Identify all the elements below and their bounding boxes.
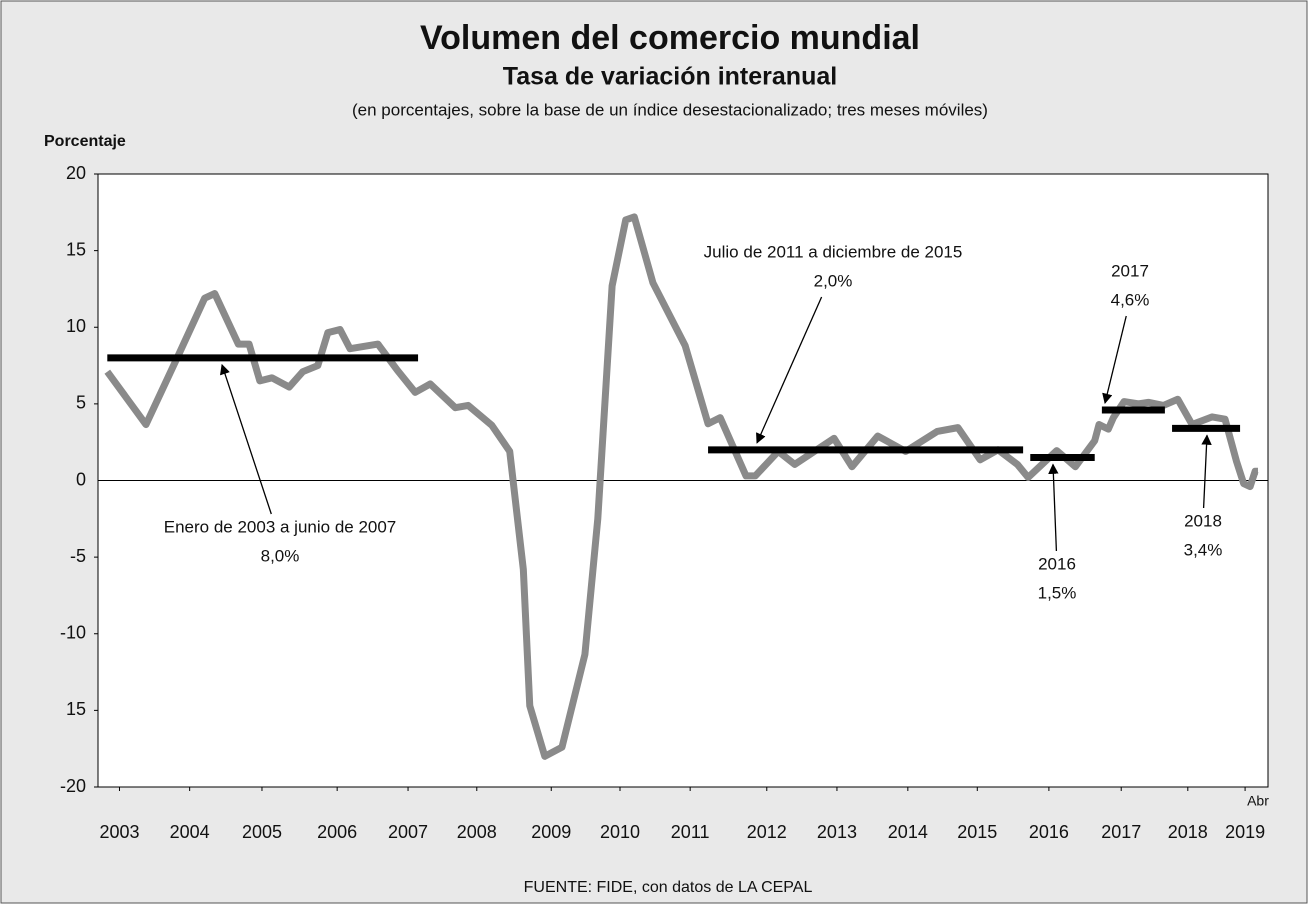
- x-tick-label: 2006: [317, 822, 357, 842]
- annotation-arrow: [1102, 315, 1127, 405]
- y-tick-label: 0: [76, 469, 86, 489]
- y-tick-label: 20: [66, 163, 86, 183]
- source: FUENTE: FIDE, con datos de LA CEPAL: [524, 879, 813, 896]
- x-tick-label: 2012: [747, 822, 787, 842]
- annotation-label: 2017: [1111, 261, 1149, 280]
- y-axis-label: Porcentaje: [44, 133, 126, 150]
- x-tick-label: 2014: [888, 822, 928, 842]
- y-tick-label: 10: [66, 316, 86, 336]
- annotation-value: 4,6%: [1111, 290, 1150, 309]
- x-tick-label: 2010: [600, 822, 640, 842]
- x-tick-label: 2019: [1225, 822, 1265, 842]
- y-tick-label: 15: [66, 239, 86, 259]
- annotation-label: Enero de 2003 a junio de 2007: [164, 517, 397, 536]
- annotation-arrow: [1201, 434, 1212, 509]
- annotation-label: 2016: [1038, 554, 1076, 573]
- x-tick-label: 2017: [1101, 822, 1141, 842]
- x-tick-label: 2005: [242, 822, 282, 842]
- annotation-arrow: [220, 363, 272, 515]
- x-tick-label: 2009: [531, 822, 571, 842]
- y-tick-label: -10: [60, 623, 86, 643]
- x-tick-label: 2007: [388, 822, 428, 842]
- y-tick-label: 5: [76, 393, 86, 413]
- x-annotation: Abr: [1247, 793, 1269, 809]
- annotation-value: 1,5%: [1038, 583, 1077, 602]
- x-tick-label: 2008: [457, 822, 497, 842]
- annotation-label: 2018: [1184, 511, 1222, 530]
- x-tick-label: 2013: [817, 822, 857, 842]
- y-tick-label: -5: [70, 546, 86, 566]
- x-tick-label: 2015: [957, 822, 997, 842]
- annotation-value: 8,0%: [261, 546, 300, 565]
- annotation-label: Julio de 2011 a diciembre de 2015: [704, 242, 963, 261]
- annotation-value: 3,4%: [1184, 540, 1223, 559]
- y-tick-label: -20: [60, 776, 86, 796]
- chart-subtitle: Tasa de variación interanual: [503, 63, 837, 91]
- chart-title: Volumen del comercio mundial: [420, 19, 920, 57]
- x-tick-label: 2018: [1168, 822, 1208, 842]
- x-tick-label: 2003: [99, 822, 139, 842]
- x-tick-label: 2004: [170, 822, 210, 842]
- y-tick-label: 15: [66, 699, 86, 719]
- x-tick-label: 2016: [1029, 822, 1069, 842]
- annotation-value: 2,0%: [814, 271, 853, 290]
- annotation-arrow: [1048, 463, 1059, 552]
- chart-note: (en porcentajes, sobre la base de un índ…: [352, 100, 988, 119]
- annotation-arrow: [756, 296, 823, 444]
- x-tick-label: 2011: [671, 822, 710, 842]
